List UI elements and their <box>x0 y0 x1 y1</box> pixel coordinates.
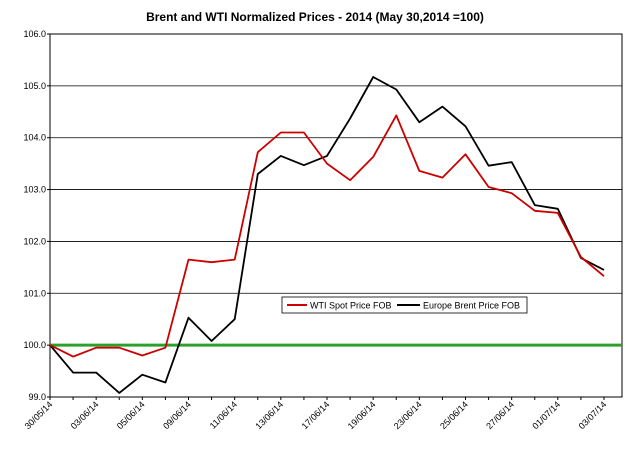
x-tick-label: 01/07/14 <box>530 399 562 431</box>
x-tick-label: 17/06/14 <box>300 399 332 431</box>
legend-label-wti: WTI Spot Price FOB <box>310 301 392 311</box>
y-tick-label: 104.0 <box>23 133 46 143</box>
x-tick-label: 03/06/14 <box>69 399 101 431</box>
x-tick-label: 11/06/14 <box>208 399 239 430</box>
y-tick-label: 101.0 <box>23 288 46 298</box>
legend: WTI Spot Price FOB Europe Brent Price FO… <box>281 296 528 314</box>
series-line-wti-spot-price-fob <box>49 114 605 358</box>
x-tick-label: 13/06/14 <box>253 399 285 431</box>
y-tick-label: 102.0 <box>23 236 46 246</box>
x-tick-label: 05/06/14 <box>115 399 147 431</box>
y-tick-label: 106.0 <box>23 29 46 39</box>
series-group <box>49 76 605 394</box>
series-line-europe-brent-price-fob <box>49 76 605 394</box>
y-tick-label: 99.0 <box>28 392 46 402</box>
y-tick-label: 100.0 <box>23 340 46 350</box>
x-tick-label: 19/06/14 <box>346 399 378 431</box>
plot-area <box>49 33 623 398</box>
chart-title: Brent and WTI Normalized Prices - 2014 (… <box>146 10 484 24</box>
x-tick-label: 23/06/14 <box>392 399 424 431</box>
x-tick-label: 27/06/14 <box>484 399 516 431</box>
x-tick-label: 09/06/14 <box>161 399 193 431</box>
x-axis: 30/05/14 03/06/14 05/06/14 09/06/14 11/06/14… <box>23 397 609 431</box>
y-tick-label: 105.0 <box>23 81 46 91</box>
y-tick-label: 103.0 <box>23 185 46 195</box>
legend-label-brent: Europe Brent Price FOB <box>423 301 520 311</box>
x-tick-label: 30/05/14 <box>23 399 55 431</box>
x-tick-label: 25/06/14 <box>438 399 470 431</box>
y-axis: 99.0 100.0 101.0 102.0 103.0 104.0 105.0 106.0 <box>23 29 50 402</box>
x-tick-label: 03/07/14 <box>577 399 609 431</box>
